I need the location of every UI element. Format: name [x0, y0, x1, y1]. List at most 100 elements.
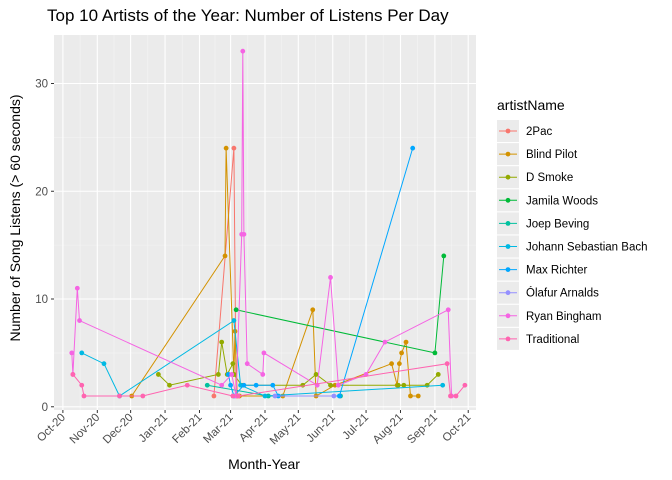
legend: artistName 2Pac Blind Pilot D Smoke Jamila … — [497, 97, 647, 350]
data-point — [328, 382, 333, 388]
data-point — [408, 393, 413, 399]
legend-item: Johann Sebastian Bach — [497, 235, 647, 258]
legend-key-point — [505, 151, 511, 157]
data-point — [223, 145, 229, 151]
legend-key-point — [505, 267, 511, 272]
x-tick-label: Apr-21 — [237, 412, 270, 445]
legend-label: Traditional — [526, 334, 579, 346]
data-point — [462, 382, 468, 388]
legend-item: Ólafur Arnalds — [497, 281, 599, 304]
series-traditional — [70, 361, 468, 399]
data-point — [310, 307, 316, 313]
x-tick-label: Dec-20 — [101, 412, 136, 447]
chart-title: Top 10 Artists of the Year: Number of Li… — [47, 6, 449, 25]
data-point — [253, 382, 259, 388]
data-point — [240, 48, 246, 54]
data-point — [272, 393, 278, 399]
data-point — [77, 318, 82, 323]
data-point — [445, 307, 451, 313]
data-point — [382, 339, 388, 345]
data-point — [204, 382, 210, 388]
data-point — [441, 253, 447, 259]
data-point — [395, 382, 401, 388]
data-point — [448, 393, 453, 399]
legend-item: Ryan Bingham — [497, 304, 601, 327]
y-tick-label: 20 — [35, 186, 48, 198]
legend-item: Jamila Woods — [497, 189, 598, 212]
legend-key-point — [505, 174, 511, 180]
x-tick-label: Nov-20 — [68, 412, 103, 447]
legend-label: Johann Sebastian Bach — [526, 242, 647, 254]
data-point — [74, 285, 80, 291]
data-point — [424, 382, 430, 388]
legend-key-point — [505, 313, 511, 319]
legend-key-point — [505, 221, 511, 226]
series-line — [71, 51, 453, 397]
data-point — [270, 382, 276, 388]
legend-item: Joep Beving — [497, 212, 589, 235]
x-tick-label: Oct-20 — [35, 412, 68, 445]
data-point — [117, 393, 122, 399]
y-tick-label: 0 — [42, 402, 48, 414]
legend-key-point — [505, 244, 511, 249]
legend-label: Ryan Bingham — [526, 311, 601, 323]
legend-label: D Smoke — [526, 172, 573, 184]
legend-label: Blind Pilot — [526, 149, 578, 161]
data-point — [244, 361, 250, 367]
data-point — [184, 382, 190, 388]
y-tick-label: 10 — [35, 294, 48, 306]
data-point — [167, 382, 172, 388]
x-tick-label: Oct-21 — [440, 412, 473, 445]
legend-label: Joep Beving — [526, 218, 589, 230]
data-point — [231, 145, 237, 151]
data-point — [233, 307, 239, 313]
data-point — [79, 350, 85, 356]
legend-item: Max Richter — [497, 258, 588, 281]
series-jamila-woods — [233, 253, 447, 356]
data-point — [230, 393, 236, 399]
data-point — [241, 231, 247, 237]
legend-label: Ólafur Arnalds — [526, 287, 599, 300]
data-point — [230, 361, 236, 367]
data-point — [219, 339, 225, 345]
series-layer — [69, 48, 468, 399]
data-point — [79, 382, 85, 388]
data-point — [231, 318, 237, 323]
data-point — [337, 393, 342, 399]
data-point — [235, 393, 241, 399]
x-tick-label: Jun-21 — [305, 412, 338, 445]
x-tick-label: Feb-21 — [170, 412, 204, 446]
data-point — [331, 393, 337, 399]
data-point — [215, 372, 221, 377]
legend-item: Blind Pilot — [497, 143, 578, 166]
data-point — [225, 372, 231, 377]
data-point — [140, 393, 146, 399]
data-point — [228, 382, 233, 388]
data-point — [432, 350, 438, 356]
legend-title: artistName — [497, 97, 565, 113]
legend-item: 2Pac — [497, 120, 552, 142]
data-point — [415, 393, 421, 399]
legend-label: 2Pac — [526, 126, 552, 138]
data-point — [440, 382, 446, 388]
data-point — [410, 145, 416, 151]
data-point — [435, 372, 441, 377]
data-point — [313, 372, 319, 377]
data-point — [155, 372, 161, 377]
data-point — [389, 361, 394, 367]
legend-key-point — [505, 290, 511, 296]
data-point — [396, 361, 402, 367]
data-point — [238, 382, 243, 388]
data-point — [261, 350, 267, 356]
legend-label: Max Richter — [526, 265, 588, 277]
legend-item: Traditional — [497, 327, 579, 350]
data-point — [211, 393, 217, 399]
data-point — [101, 361, 107, 367]
y-tick-label: 30 — [35, 78, 48, 90]
data-point — [300, 382, 306, 388]
data-point — [219, 382, 225, 388]
data-point — [241, 382, 247, 388]
data-point — [401, 382, 407, 388]
x-tick-label: Jul-21 — [341, 412, 372, 443]
legend-key-point — [505, 197, 511, 203]
